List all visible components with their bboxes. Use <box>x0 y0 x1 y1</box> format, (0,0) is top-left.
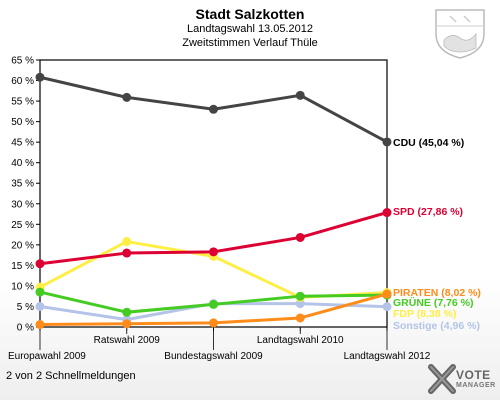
series-end-label-spd: SPD (27,86 %) <box>393 206 463 218</box>
series-end-label-grüne: GRÜNE (7,76 %) <box>393 296 474 309</box>
data-point-spd <box>382 208 392 218</box>
data-point-grüne <box>209 299 218 309</box>
x-tick-label: Bundestagswahl 2009 <box>164 351 263 362</box>
brand-name: VOTE <box>456 368 491 382</box>
footer-status: 2 von 2 Schnellmeldungen <box>6 370 136 382</box>
brand-subtitle: MANAGER <box>456 382 496 389</box>
data-point-spd <box>122 248 132 258</box>
x-tick-label: Landtagswahl 2012 <box>344 351 431 362</box>
y-tick-label: 40 % <box>11 158 34 169</box>
chart-subtitle-election: Landtagswahl 13.05.2012 <box>187 23 313 35</box>
y-tick-label: 50 % <box>11 117 34 128</box>
x-tick-label: Europawahl 2009 <box>8 351 86 362</box>
data-point-spd <box>35 259 45 269</box>
data-point-cdu <box>122 92 132 102</box>
data-point-cdu <box>209 104 218 114</box>
y-tick-label: 25 % <box>11 220 34 231</box>
data-point-spd <box>295 232 305 242</box>
data-point-grüne <box>295 291 305 301</box>
data-point-spd <box>209 247 218 257</box>
vote-manager-logo-icon <box>428 364 456 394</box>
y-tick-label: 15 % <box>11 261 34 272</box>
y-tick-label: 0 % <box>17 323 34 334</box>
plot-frame <box>39 59 388 328</box>
series-end-label-sonstige: Sonstige (4,96 %) <box>393 320 480 332</box>
data-point-cdu <box>295 90 305 100</box>
data-point-grüne <box>35 287 45 297</box>
data-point-cdu <box>35 72 45 82</box>
x-tick-label: Landtagswahl 2010 <box>257 335 344 346</box>
data-point-piraten <box>35 320 45 330</box>
chart-title: Stadt Salzkotten <box>195 6 305 22</box>
chart-subtitle-district: Zweitstimmen Verlauf Thüle <box>182 37 318 49</box>
series-end-label-piraten: PIRATEN (8,02 %) <box>393 287 481 299</box>
data-point-piraten <box>122 319 132 329</box>
data-point-piraten <box>295 313 305 323</box>
y-tick-label: 60 % <box>11 76 34 87</box>
data-point-grüne <box>122 307 132 317</box>
series-end-label-cdu: CDU (45,04 %) <box>393 137 464 149</box>
data-point-sonstige <box>382 302 392 312</box>
y-tick-label: 45 % <box>11 138 34 149</box>
y-tick-label: 65 % <box>11 56 34 67</box>
y-tick-label: 20 % <box>11 240 34 251</box>
y-tick-label: 35 % <box>11 179 34 190</box>
data-point-piraten <box>209 318 218 328</box>
x-tick-label: Ratswahl 2009 <box>94 335 161 346</box>
data-point-fdp <box>122 237 132 247</box>
series-end-label-fdp: FDP (8,38 %) <box>393 308 456 320</box>
y-tick-label: 10 % <box>11 281 34 292</box>
coat-of-arms-logo <box>435 9 485 59</box>
y-tick-label: 5 % <box>17 302 34 313</box>
data-point-sonstige <box>35 301 45 311</box>
data-point-cdu <box>382 137 392 147</box>
data-point-piraten <box>382 289 392 299</box>
data-point-sonstige <box>295 299 305 309</box>
y-tick-label: 30 % <box>11 199 34 210</box>
y-tick-label: 55 % <box>11 97 34 108</box>
